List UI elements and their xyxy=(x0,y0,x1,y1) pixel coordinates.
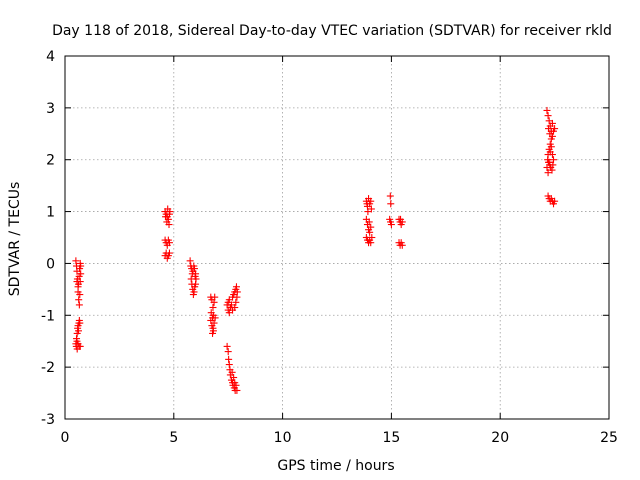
data-point xyxy=(548,119,556,127)
data-point xyxy=(551,125,559,133)
data-point xyxy=(546,148,554,156)
y-tick-label: -2 xyxy=(41,360,55,376)
data-point xyxy=(225,361,233,369)
y-tick-label: 1 xyxy=(46,205,55,221)
data-point xyxy=(209,327,217,335)
data-point xyxy=(363,200,371,208)
data-point xyxy=(77,262,85,270)
data-point xyxy=(190,265,198,273)
data-point xyxy=(551,197,559,205)
data-point xyxy=(543,106,551,114)
data-point xyxy=(162,213,170,221)
data-point xyxy=(165,239,173,247)
data-point xyxy=(209,304,217,312)
data-point xyxy=(225,355,233,363)
data-point xyxy=(72,257,80,265)
data-point xyxy=(75,301,83,309)
data-point xyxy=(367,197,375,205)
data-point xyxy=(387,200,395,208)
data-point xyxy=(76,278,84,286)
x-tick-label: 25 xyxy=(600,430,618,446)
data-point xyxy=(224,348,232,356)
data-point xyxy=(366,228,374,236)
data-point xyxy=(547,135,555,143)
y-tick-label: 3 xyxy=(46,101,55,117)
data-point xyxy=(230,374,238,382)
data-point xyxy=(365,218,373,226)
axis-ticks xyxy=(64,55,610,420)
y-tick-label: -1 xyxy=(41,308,55,324)
x-tick-label: 5 xyxy=(169,430,178,446)
data-point xyxy=(186,257,194,265)
x-tick-label: 0 xyxy=(61,430,70,446)
data-point xyxy=(166,208,174,216)
data-point xyxy=(192,280,200,288)
data-point xyxy=(187,275,195,283)
data-point xyxy=(544,169,552,177)
data-point xyxy=(223,342,231,350)
data-point xyxy=(211,314,219,322)
grid-lines xyxy=(65,56,609,419)
data-point xyxy=(191,272,199,280)
data-point xyxy=(232,298,240,306)
data-point xyxy=(398,241,406,249)
data-point xyxy=(364,208,372,216)
data-point xyxy=(367,223,375,231)
data-point xyxy=(228,368,236,376)
data-point xyxy=(77,270,85,278)
data-point xyxy=(231,304,239,312)
data-point xyxy=(386,192,394,200)
data-point xyxy=(545,125,553,133)
data-point xyxy=(76,291,84,299)
data-point xyxy=(232,381,240,389)
data-point xyxy=(210,298,218,306)
data-point xyxy=(546,130,554,138)
data-point xyxy=(75,296,83,304)
y-axis-label: SDTVAR / TECUs xyxy=(7,182,23,297)
data-point xyxy=(163,218,171,226)
data-point xyxy=(233,288,241,296)
x-axis-tick-labels: 0 5 10 15 20 25 xyxy=(61,430,618,446)
data-point xyxy=(545,158,553,166)
data-point xyxy=(548,166,556,174)
data-point xyxy=(387,221,395,229)
data-points xyxy=(72,106,559,394)
data-point xyxy=(73,337,81,345)
data-point xyxy=(547,143,555,151)
y-axis-tick-labels: -3 -2 -1 0 1 2 3 4 xyxy=(41,49,55,428)
data-point xyxy=(210,319,218,327)
data-point xyxy=(165,249,173,257)
data-point xyxy=(233,386,241,394)
chart-title: Day 118 of 2018, Sidereal Day-to-day VTE… xyxy=(52,23,612,39)
data-point xyxy=(543,163,551,171)
y-tick-label: 2 xyxy=(46,153,55,169)
data-point xyxy=(550,156,558,164)
x-tick-label: 10 xyxy=(274,430,292,446)
data-point xyxy=(549,161,557,169)
y-tick-label: 4 xyxy=(46,49,55,65)
data-point xyxy=(76,342,84,350)
data-point xyxy=(232,283,240,291)
x-axis-label: GPS time / hours xyxy=(277,458,394,474)
data-point xyxy=(74,327,82,335)
data-point xyxy=(368,234,376,241)
data-point xyxy=(190,288,198,296)
data-point xyxy=(211,293,219,301)
x-tick-label: 15 xyxy=(382,430,400,446)
x-tick-label: 20 xyxy=(491,430,509,446)
data-point xyxy=(367,239,375,247)
y-tick-label: -3 xyxy=(41,412,55,428)
data-point xyxy=(544,112,552,120)
plot-area-frame xyxy=(64,55,610,420)
data-point xyxy=(398,218,406,226)
data-point xyxy=(76,319,84,327)
y-tick-label: 0 xyxy=(46,256,55,272)
